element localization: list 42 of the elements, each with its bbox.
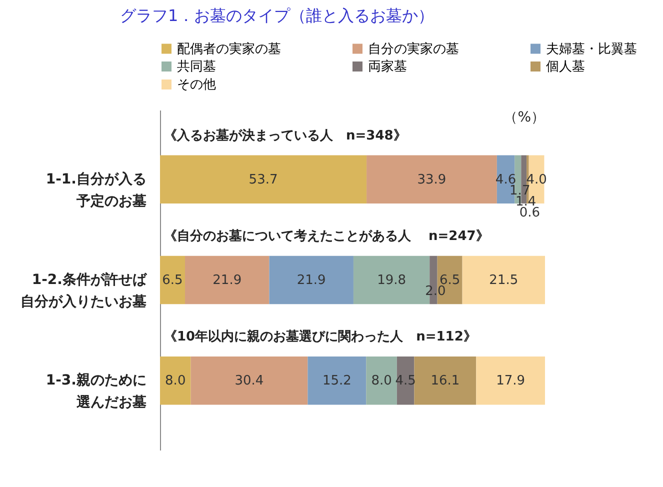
data-label: 17.9 [496,374,526,389]
legend-label: 夫婦墓・比翼墓 [546,42,637,57]
bar [190,356,308,405]
legend-label: 自分の実家の墓 [368,40,459,57]
data-label: 21.9 [296,273,326,288]
bar [160,356,191,405]
bar [366,155,497,204]
legend-label: その他 [177,78,216,92]
data-label: 0.6 [519,205,540,220]
data-label: 2.0 [425,284,446,299]
bar [308,356,366,405]
y-tick-label: 1-3.親のために選んだお墓 [46,372,146,411]
data-label: 21.9 [212,273,242,288]
bar [185,256,270,304]
y-tick-label: 1-2.条件が許せば自分が入りたいお墓 [20,271,148,310]
data-label: 53.7 [248,172,278,188]
data-label: 6.5 [162,273,183,288]
data-label: 19.8 [377,273,406,288]
annotation: 《10年以内に親のお墓選びに関わった人 n=112》 [164,328,476,345]
data-label: 16.1 [430,374,460,389]
data-label: 30.4 [234,374,264,389]
bar [366,356,397,405]
legend-label: 共同墓 [177,60,216,74]
legend-label: 配偶者の実家の墓 [177,40,281,57]
bar [414,356,476,405]
bar [476,356,545,405]
bar [160,155,367,204]
bar [269,256,354,304]
data-label: 33.9 [417,172,446,188]
annotation: （%） [504,109,545,126]
annotation: 《自分のお墓について考えたことがある人 n=247》 [164,229,489,244]
chart-title: グラフ1．お墓のタイプ（誰と入るお墓か） [120,6,434,25]
bar [160,256,185,304]
data-label: 21.5 [489,273,518,288]
y-tick-label: 1-1.自分が入る予定のお墓 [46,171,146,210]
legend-label: 両家墓 [368,58,407,74]
data-label: 8.0 [165,374,186,389]
data-label: 15.2 [322,374,352,389]
legend-label: 個人墓 [546,60,585,74]
annotation: 《入るお墓が決まっている人 n=348》 [164,127,406,144]
bar [462,256,545,304]
data-label: 8.0 [371,374,392,389]
